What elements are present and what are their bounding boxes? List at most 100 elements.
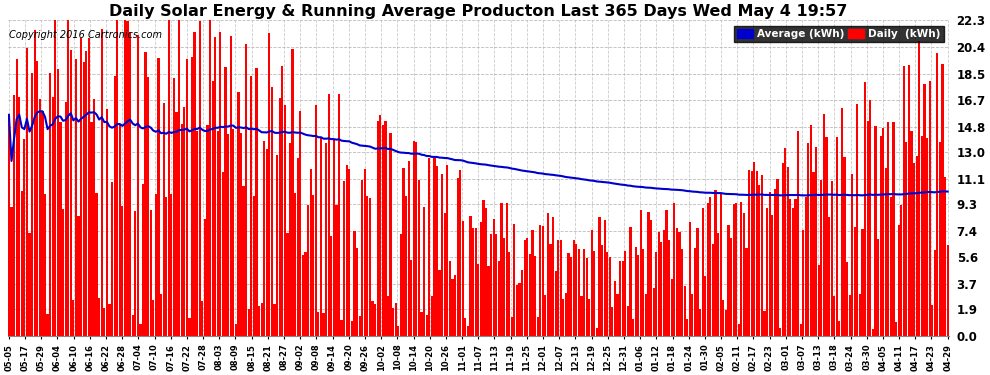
Bar — [779, 328, 781, 336]
Bar — [389, 133, 392, 336]
Bar — [805, 196, 807, 336]
Bar — [142, 184, 145, 336]
Bar — [366, 196, 368, 336]
Bar — [82, 62, 85, 336]
Bar — [604, 220, 606, 336]
Bar — [439, 270, 441, 336]
Bar — [191, 57, 193, 336]
Bar — [609, 257, 611, 336]
Bar — [521, 270, 524, 336]
Bar — [722, 300, 725, 336]
Bar — [733, 204, 735, 336]
Bar — [382, 125, 384, 336]
Bar — [898, 225, 900, 336]
Bar — [220, 32, 222, 336]
Bar — [132, 315, 134, 336]
Bar — [346, 165, 347, 336]
Bar — [487, 266, 490, 336]
Bar — [320, 136, 322, 336]
Bar — [745, 248, 747, 336]
Bar — [173, 78, 175, 336]
Bar — [774, 189, 776, 336]
Bar — [217, 131, 219, 336]
Bar — [624, 251, 627, 336]
Bar — [276, 155, 278, 336]
Bar — [423, 207, 426, 336]
Bar — [598, 217, 601, 336]
Bar — [374, 304, 376, 336]
Bar — [281, 66, 283, 336]
Bar — [585, 258, 588, 336]
Bar — [312, 195, 314, 336]
Bar — [554, 271, 556, 336]
Bar — [442, 174, 444, 336]
Bar — [400, 234, 402, 336]
Bar — [248, 309, 249, 336]
Bar — [240, 133, 243, 336]
Bar — [911, 131, 913, 336]
Bar — [252, 196, 255, 336]
Bar — [461, 221, 464, 336]
Bar — [580, 297, 582, 336]
Bar — [145, 52, 147, 336]
Bar — [853, 228, 856, 336]
Bar — [18, 97, 21, 336]
Bar — [668, 240, 670, 336]
Bar — [755, 171, 758, 336]
Bar — [467, 326, 469, 336]
Bar — [833, 296, 836, 336]
Bar — [469, 216, 471, 336]
Bar — [116, 20, 119, 336]
Bar — [546, 213, 549, 336]
Bar — [861, 229, 863, 336]
Bar — [243, 186, 245, 336]
Bar — [119, 125, 121, 336]
Bar — [619, 261, 621, 336]
Bar — [246, 45, 248, 336]
Bar — [784, 148, 786, 336]
Bar — [630, 227, 632, 336]
Bar — [728, 225, 730, 336]
Bar — [652, 288, 654, 336]
Bar — [766, 209, 768, 336]
Bar — [369, 198, 371, 336]
Bar — [895, 322, 897, 336]
Bar — [299, 111, 301, 336]
Bar — [513, 224, 516, 336]
Bar — [622, 261, 624, 336]
Bar — [823, 114, 825, 336]
Bar — [472, 228, 474, 336]
Bar — [792, 208, 794, 336]
Bar — [657, 232, 660, 336]
Bar — [665, 210, 667, 336]
Bar — [162, 104, 164, 336]
Bar — [260, 303, 262, 336]
Bar — [818, 265, 820, 336]
Bar — [903, 66, 905, 336]
Bar — [405, 196, 407, 336]
Bar — [916, 156, 918, 336]
Text: Copyright 2016 Cartronics.com: Copyright 2016 Cartronics.com — [9, 30, 161, 40]
Bar — [26, 48, 28, 336]
Bar — [643, 249, 644, 336]
Bar — [459, 170, 461, 336]
Bar — [444, 213, 446, 336]
Bar — [534, 256, 537, 336]
Bar — [511, 317, 513, 336]
Bar — [771, 216, 773, 336]
Bar — [59, 122, 61, 336]
Bar — [315, 105, 317, 336]
Bar — [781, 163, 784, 336]
Bar — [297, 158, 299, 336]
Bar — [929, 81, 931, 336]
Bar — [802, 230, 804, 336]
Bar — [392, 308, 394, 336]
Bar — [13, 95, 15, 336]
Bar — [415, 142, 418, 336]
Bar — [183, 107, 185, 336]
Bar — [209, 20, 211, 336]
Bar — [62, 209, 64, 336]
Bar — [702, 208, 704, 336]
Bar — [864, 82, 866, 336]
Bar — [464, 318, 466, 336]
